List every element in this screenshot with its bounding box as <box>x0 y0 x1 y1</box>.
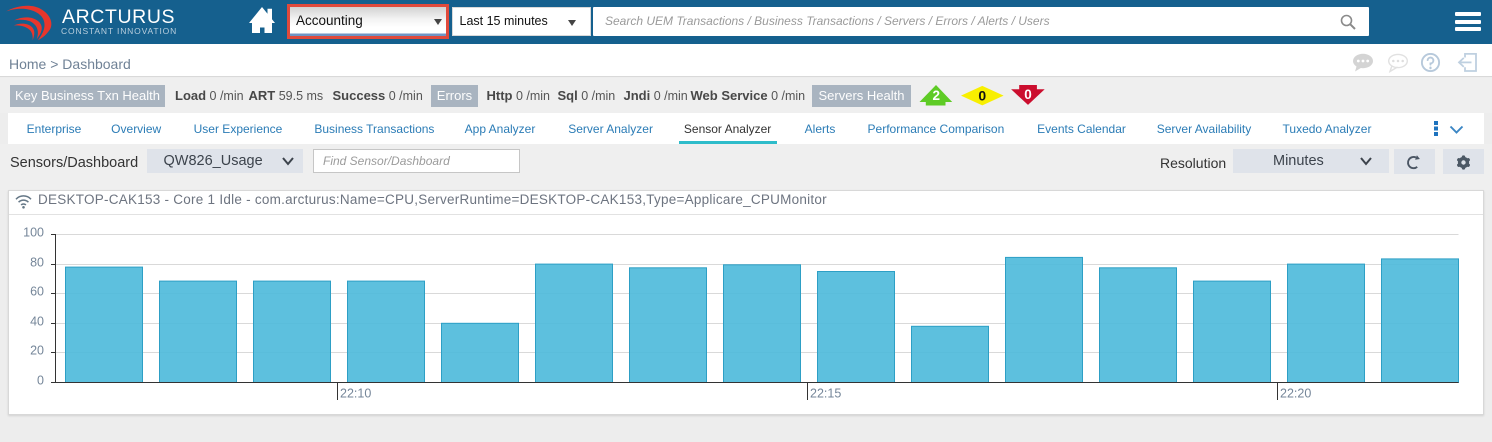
svg-text:60: 60 <box>30 285 44 299</box>
svg-text:2: 2 <box>932 88 940 103</box>
svg-text:20: 20 <box>30 344 44 358</box>
svg-text:0: 0 <box>37 374 44 388</box>
svg-text:100: 100 <box>23 226 44 240</box>
svg-text:0: 0 <box>1024 87 1032 102</box>
svg-text:22:20: 22:20 <box>1280 387 1311 401</box>
svg-text:22:15: 22:15 <box>810 387 841 401</box>
svg-text:80: 80 <box>30 256 44 270</box>
svg-text:22:10: 22:10 <box>340 387 371 401</box>
svg-text:40: 40 <box>30 315 44 329</box>
svg-text:0: 0 <box>978 87 986 103</box>
